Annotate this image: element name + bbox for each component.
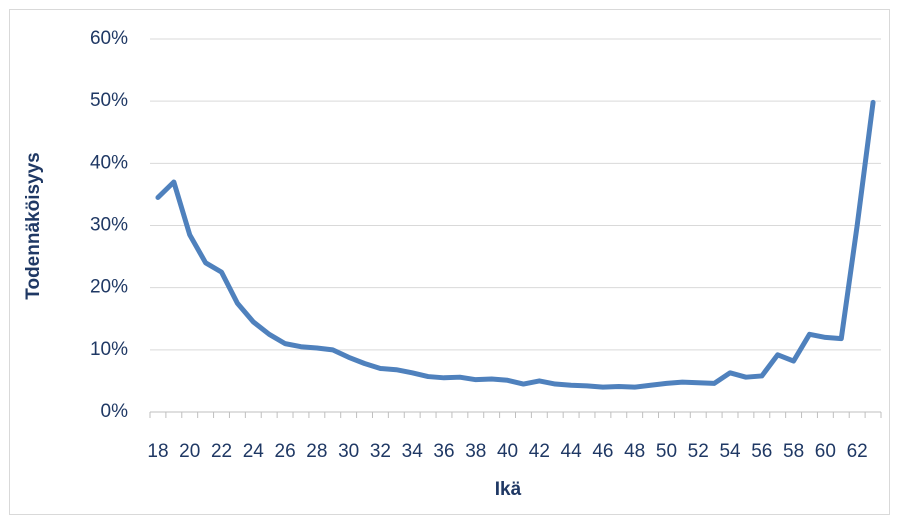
x-tick-label: 26 bbox=[275, 441, 296, 462]
x-tick-label: 18 bbox=[147, 441, 168, 462]
x-tick-label: 44 bbox=[561, 441, 583, 462]
x-tick-label: 56 bbox=[751, 441, 772, 462]
x-tick-label: 52 bbox=[688, 441, 709, 462]
y-tick-label: 30% bbox=[90, 215, 128, 236]
line bbox=[155, 99, 876, 390]
x-tick-label: 28 bbox=[306, 441, 327, 462]
x-tick-label: 58 bbox=[783, 441, 804, 462]
x-tick-label: 32 bbox=[370, 441, 391, 462]
x-tick-label: 54 bbox=[719, 441, 741, 462]
x-tick-label: 42 bbox=[529, 441, 550, 462]
y-tick-label: 60% bbox=[90, 28, 128, 49]
x-tick-label: 36 bbox=[433, 441, 454, 462]
x-tick-label: 20 bbox=[179, 441, 200, 462]
x-tick-label: 24 bbox=[243, 441, 265, 462]
chart-frame bbox=[9, 9, 890, 515]
x-tick-label: 34 bbox=[402, 441, 424, 462]
y-tick-label: 0% bbox=[101, 401, 129, 422]
x-tick-label: 46 bbox=[592, 441, 613, 462]
y-tick-label: 20% bbox=[90, 277, 128, 298]
x-tick-label: 62 bbox=[847, 441, 868, 462]
x-axis-title: Ikä bbox=[495, 479, 522, 500]
x-tick-label: 50 bbox=[656, 441, 677, 462]
y-axis-title: Todennäköisyys bbox=[23, 152, 44, 299]
y-tick-label: 40% bbox=[90, 152, 128, 173]
x-tick-label: 22 bbox=[211, 441, 232, 462]
x-tick-label: 40 bbox=[497, 441, 518, 462]
y-tick-label: 50% bbox=[90, 90, 128, 111]
y-tick-label: 10% bbox=[90, 339, 128, 360]
x-tick-label: 48 bbox=[624, 441, 645, 462]
x-tick-label: 60 bbox=[815, 441, 836, 462]
x-tick-label: 38 bbox=[465, 441, 486, 462]
x-tick-label: 30 bbox=[338, 441, 359, 462]
